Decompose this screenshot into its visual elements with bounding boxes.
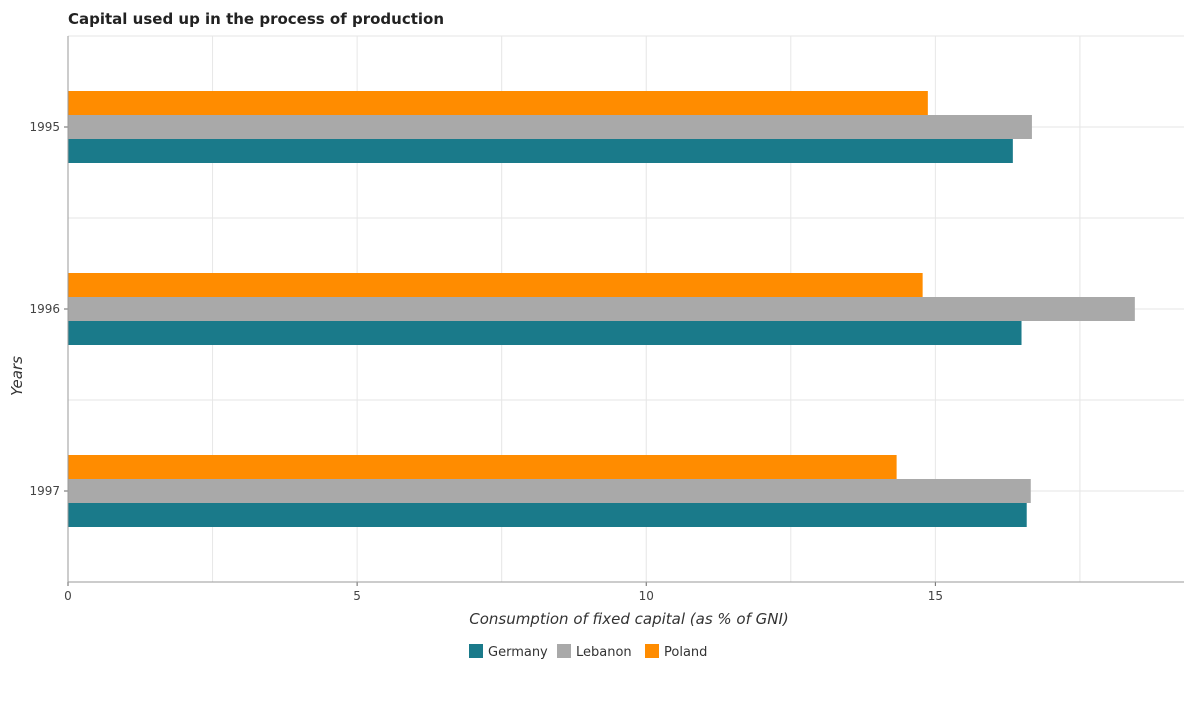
- x-axis-label: Consumption of fixed capital (as % of GN…: [469, 610, 789, 628]
- legend-label-germany: Germany: [488, 645, 548, 660]
- bar-germany-1997: [68, 503, 1027, 527]
- y-tick-label: 1996: [29, 302, 60, 316]
- bar-poland-1997: [68, 455, 897, 479]
- y-axis-label: Years: [8, 356, 26, 396]
- bar-lebanon-1996: [68, 297, 1135, 321]
- bar-layer: [68, 91, 1135, 527]
- legend-swatch-germany: [469, 644, 483, 658]
- x-tick-label: 10: [639, 589, 654, 603]
- y-tick-label: 1995: [29, 120, 60, 134]
- bar-lebanon-1995: [68, 115, 1032, 139]
- bar-poland-1996: [68, 273, 923, 297]
- bar-germany-1995: [68, 139, 1013, 163]
- legend: Germany Lebanon Poland: [469, 644, 707, 660]
- bar-germany-1996: [68, 321, 1022, 345]
- bar-lebanon-1997: [68, 479, 1031, 503]
- x-tick-label: 15: [928, 589, 943, 603]
- legend-label-poland: Poland: [664, 645, 707, 660]
- legend-swatch-lebanon: [557, 644, 571, 658]
- axis-layer: 1995 1996 1997 0 5 10 15: [29, 36, 1184, 603]
- x-tick-label: 5: [353, 589, 361, 603]
- bar-poland-1995: [68, 91, 928, 115]
- y-tick-label: 1997: [29, 484, 60, 498]
- chart-title: Capital used up in the process of produc…: [68, 10, 444, 28]
- x-tick-label: 0: [64, 589, 72, 603]
- legend-swatch-poland: [645, 644, 659, 658]
- legend-label-lebanon: Lebanon: [576, 645, 632, 660]
